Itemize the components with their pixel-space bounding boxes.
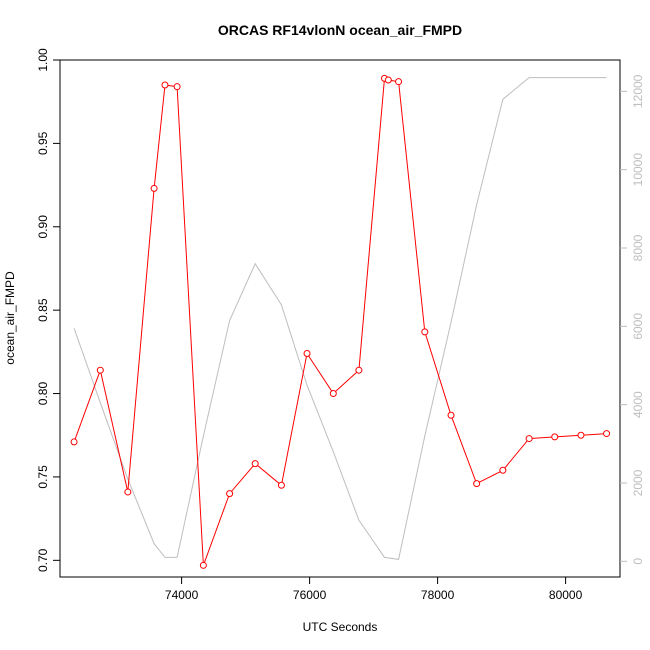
series-line-red xyxy=(73,77,607,566)
y2-tick-label: 12000 xyxy=(631,74,645,108)
data-point xyxy=(499,466,507,474)
x-tick-label: 78000 xyxy=(421,588,455,602)
data-point xyxy=(329,390,337,398)
y-tick-label: 0.85 xyxy=(36,298,50,322)
series-layer xyxy=(70,74,611,569)
data-point xyxy=(96,366,104,374)
y2-tick-label: 4000 xyxy=(631,391,645,418)
data-point xyxy=(277,481,285,489)
data-point xyxy=(384,76,392,84)
y-axis-left: 0.70 0.75 0.80 0.85 0.90 0.95 1.00 xyxy=(36,48,60,572)
x-tick-label: 74000 xyxy=(165,588,199,602)
y2-tick-label: 2000 xyxy=(631,469,645,496)
y-tick-label: 0.95 xyxy=(36,131,50,155)
data-point xyxy=(603,430,611,438)
data-point xyxy=(577,431,585,439)
data-point xyxy=(124,488,132,496)
data-point xyxy=(473,480,481,488)
y-axis-right: 0 2000 4000 6000 8000 10000 12000 xyxy=(620,74,645,565)
y2-tick-label: 10000 xyxy=(631,153,645,187)
y-tick-label: 0.70 xyxy=(36,548,50,572)
data-point xyxy=(173,83,181,91)
y2-tick-label: 6000 xyxy=(631,313,645,340)
data-point xyxy=(525,435,533,443)
data-point xyxy=(161,81,169,89)
y-tick-label: 0.80 xyxy=(36,382,50,406)
data-point xyxy=(199,561,207,569)
data-point xyxy=(421,328,429,336)
y-tick-label: 0.75 xyxy=(36,465,50,489)
x-tick-label: 80000 xyxy=(549,588,583,602)
x-tick-label: 76000 xyxy=(293,588,327,602)
data-point xyxy=(70,438,78,446)
y-axis-label: ocean_air_FMPD xyxy=(3,271,17,365)
series-line-gray xyxy=(73,77,607,560)
y2-tick-label: 8000 xyxy=(631,234,645,261)
chart-title: ORCAS RF14vlonN ocean_air_FMPD xyxy=(218,22,462,38)
data-point xyxy=(355,366,363,374)
x-axis-label: UTC Seconds xyxy=(303,620,378,634)
data-point xyxy=(551,433,559,441)
data-point xyxy=(447,411,455,419)
data-point xyxy=(226,490,234,498)
data-point xyxy=(303,350,311,358)
x-axis: 74000 76000 78000 80000 xyxy=(165,577,583,602)
y-tick-label: 1.00 xyxy=(36,48,50,72)
plot-frame xyxy=(59,59,621,578)
y-tick-label: 0.90 xyxy=(36,215,50,239)
data-point xyxy=(150,184,158,192)
data-point xyxy=(395,78,403,86)
data-point xyxy=(251,460,259,468)
y2-tick-label: 0 xyxy=(631,558,645,565)
